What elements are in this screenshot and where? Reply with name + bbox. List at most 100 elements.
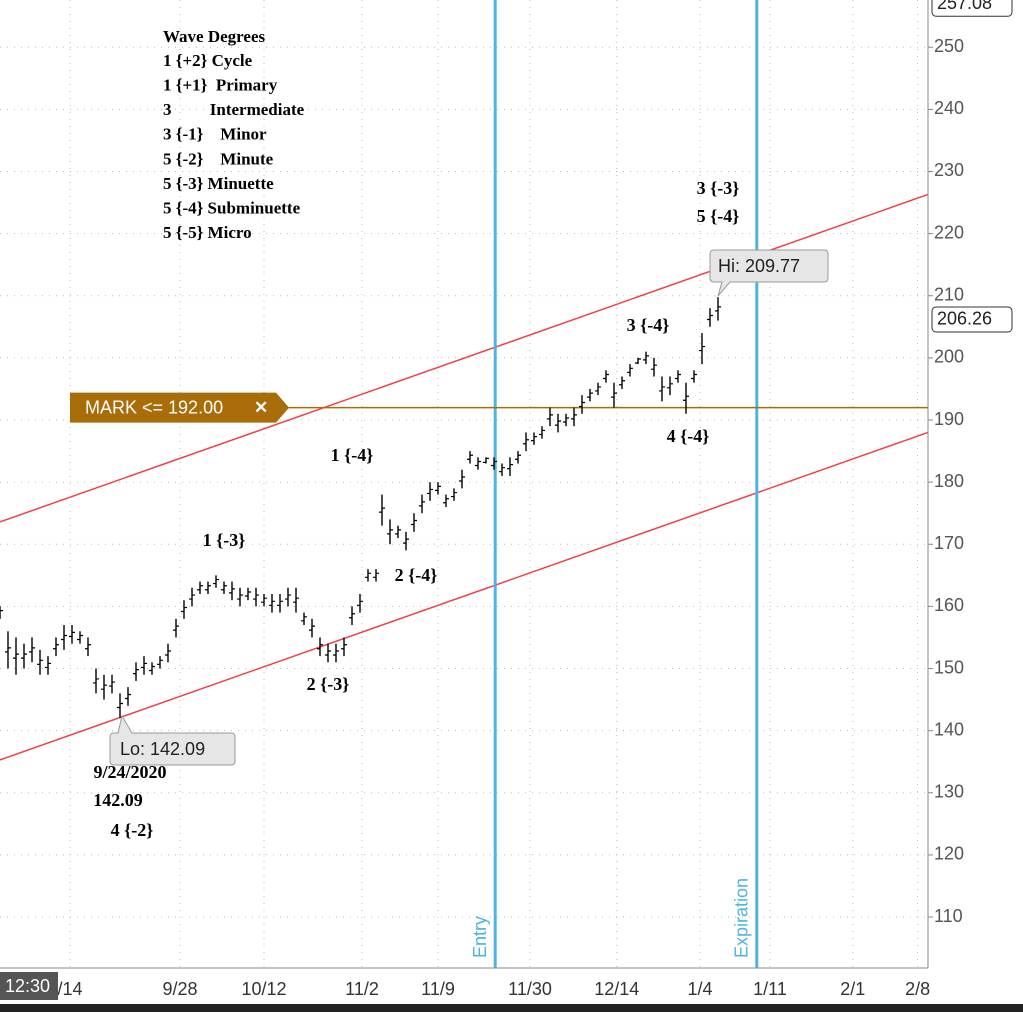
price-bar-tick	[261, 597, 267, 603]
price-bar-tick	[53, 644, 59, 650]
overlays	[0, 0, 929, 968]
wave-label: 9/24/2020	[93, 762, 166, 782]
x-tick-label: 11/2	[345, 979, 379, 999]
price-bar-tick	[443, 498, 449, 504]
legend-item: 5 {-2} Minute	[163, 149, 274, 168]
price-bar-tick	[467, 454, 473, 460]
y-tick-label: 250	[934, 36, 964, 56]
y-tick-label: 120	[934, 844, 964, 864]
price-bars	[0, 297, 721, 718]
bottom-strip	[0, 1004, 1023, 1012]
y-tick-label: 170	[934, 533, 964, 553]
x-tick-label: 1/4	[687, 979, 712, 999]
price-bar-tick	[141, 662, 147, 669]
lo-label: Lo: 142.09	[120, 739, 205, 759]
y-tick-label: 140	[934, 719, 964, 739]
price-bar-tick	[0, 610, 3, 616]
wave-label: 4 {-2}	[111, 820, 154, 840]
price-bar-tick	[373, 572, 379, 578]
x-tick-label: 11/9	[421, 979, 455, 999]
x-tick-label: 9/28	[162, 979, 197, 999]
price-bar-tick	[427, 488, 433, 495]
x-tick-label: 2/1	[840, 979, 865, 999]
price-bar-tick	[595, 386, 601, 392]
price-bar-tick	[699, 345, 705, 352]
time-label-bg	[0, 972, 58, 1000]
price-bar-tick	[69, 631, 75, 637]
price-bar-tick	[579, 401, 585, 408]
price-bar-tick	[173, 625, 179, 631]
lo-bubble	[109, 714, 236, 766]
price-bar-tick	[205, 585, 211, 591]
y-tick-label: 230	[934, 160, 964, 180]
price-bar-tick	[707, 314, 713, 321]
price-bar-tick	[611, 392, 617, 398]
price-bar-tick	[555, 420, 561, 426]
labels: 110 120 130 140 150 160 170 180 190 200 210 220 230 2…	[0, 0, 1013, 1000]
price-bar-tick	[435, 485, 441, 491]
price-bar-tick	[269, 600, 275, 606]
wave-label: 4 {-4}	[667, 426, 710, 446]
price-bar-tick	[349, 613, 355, 619]
wave-label: 1 {-3}	[203, 530, 246, 550]
grid	[0, 0, 933, 968]
price-bar-tick	[635, 358, 641, 364]
price-bar-tick	[365, 572, 371, 578]
price-bar-tick	[133, 669, 139, 675]
price-bar-tick	[229, 588, 235, 594]
price-bar-tick	[395, 529, 401, 535]
price-bar-tick	[317, 644, 323, 650]
price-bar-tick	[667, 383, 673, 389]
price-bar-tick	[333, 650, 339, 656]
price-bar-tick	[675, 373, 681, 380]
price-bubble	[931, 0, 1013, 17]
price-bar-tick	[387, 529, 393, 535]
price-bar-tick	[221, 585, 227, 591]
price-bar-tick	[125, 693, 131, 700]
price-bar-tick	[165, 650, 171, 656]
price-bar-tick	[357, 600, 363, 606]
price-bar-tick	[651, 364, 657, 370]
legend-item: 5 {-3} Minuette	[163, 174, 274, 193]
price-bar-tick	[411, 519, 417, 526]
price-bar-tick	[189, 594, 195, 600]
legend-title: Wave Degrees	[163, 27, 266, 46]
price-bar-tick	[531, 436, 537, 442]
x-tick-label: 1/11	[753, 979, 787, 999]
price-bar-tick	[253, 594, 259, 600]
price-bar-tick	[117, 702, 123, 709]
mark-close[interactable]: ✕	[254, 398, 268, 417]
price-bar-tick	[45, 662, 51, 669]
x-tick-label: 10/12	[241, 979, 286, 999]
price-bar-tick	[523, 439, 529, 445]
price-bar-tick	[325, 650, 331, 656]
price-bar-tick	[309, 625, 315, 631]
x-tick-label: 12/14	[594, 979, 639, 999]
price-bar-tick	[483, 457, 489, 463]
y-tick-label: 240	[934, 98, 964, 118]
price-bar-tick	[37, 659, 43, 665]
price-bar-tick	[93, 678, 99, 684]
price-bar-tick	[13, 653, 19, 659]
price-bar-tick	[619, 380, 625, 386]
price-bubble-label: 257.08	[937, 0, 992, 13]
price-bar-tick	[643, 355, 649, 361]
y-tick-label: 190	[934, 409, 964, 429]
y-tick-label: 130	[934, 782, 964, 802]
y-tick-label: 160	[934, 595, 964, 615]
price-bubble	[931, 306, 1013, 333]
wave-label: 142.09	[93, 790, 143, 810]
legend-item: 1 {+1} Primary	[163, 76, 278, 95]
price-bar-tick	[419, 501, 425, 507]
wave-label: 3 {-3}	[697, 178, 740, 198]
price-bar-tick	[515, 454, 521, 460]
price-bar-tick	[101, 684, 107, 690]
price-bubble-label: 206.26	[937, 309, 992, 329]
price-bar-tick	[109, 681, 115, 687]
y-tick-label: 180	[934, 471, 964, 491]
price-bar-tick	[197, 585, 203, 591]
price-bar-tick	[21, 653, 27, 659]
price-bar-tick	[285, 594, 291, 600]
price-bar-tick	[715, 306, 721, 312]
